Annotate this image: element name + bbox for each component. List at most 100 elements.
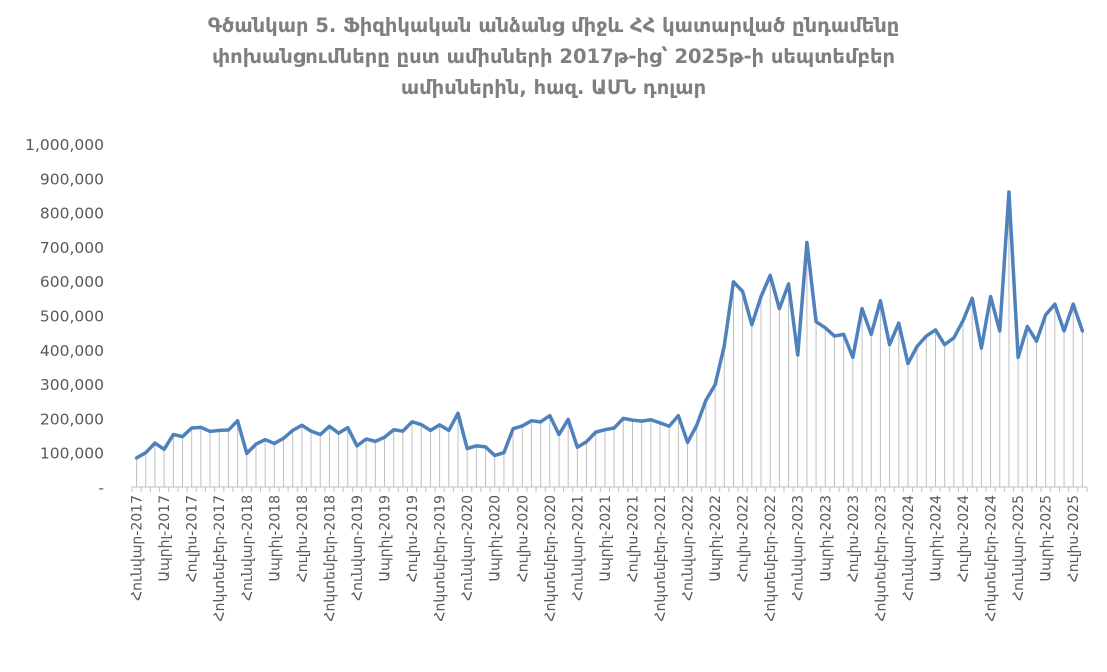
y-tick-label: 100,000 bbox=[40, 445, 104, 463]
data-point bbox=[245, 451, 249, 455]
data-point bbox=[383, 435, 387, 439]
data-point bbox=[933, 328, 937, 332]
x-tick-label: Հունվար-2019 bbox=[350, 495, 366, 601]
data-point bbox=[713, 383, 717, 387]
y-tick-label: 500,000 bbox=[40, 308, 104, 326]
x-tick-label: Հուլիս-2019 bbox=[405, 495, 421, 582]
data-point bbox=[832, 334, 836, 338]
data-point bbox=[979, 346, 983, 350]
data-point bbox=[842, 332, 846, 336]
data-point bbox=[897, 321, 901, 325]
x-tick-label: Հունվար-2018 bbox=[240, 495, 256, 601]
x-tick-label: Հոկտեմբեր-2020 bbox=[543, 495, 559, 621]
x-tick-label: Հունվար-2021 bbox=[570, 495, 586, 601]
x-tick-label: Հուլիս-2018 bbox=[295, 495, 311, 582]
x-tick-label: Հոկտեմբեր-2022 bbox=[763, 495, 779, 621]
data-point bbox=[428, 428, 432, 432]
data-point bbox=[502, 451, 506, 455]
data-point bbox=[777, 307, 781, 311]
data-point bbox=[731, 280, 735, 284]
y-tick-label: 900,000 bbox=[40, 170, 104, 188]
data-point bbox=[190, 426, 194, 430]
data-point bbox=[337, 431, 341, 435]
x-tick-label: Հունվար-2020 bbox=[460, 495, 476, 601]
data-point bbox=[1053, 302, 1057, 306]
data-point bbox=[465, 447, 469, 451]
data-point bbox=[1062, 329, 1066, 333]
data-point bbox=[364, 437, 368, 441]
data-point bbox=[630, 418, 634, 422]
data-point bbox=[144, 451, 148, 455]
data-point bbox=[263, 438, 267, 442]
data-point bbox=[998, 329, 1002, 333]
y-tick-label: 300,000 bbox=[40, 376, 104, 394]
data-point bbox=[640, 419, 644, 423]
data-point bbox=[162, 447, 166, 451]
data-point bbox=[135, 456, 139, 460]
data-point bbox=[171, 433, 175, 437]
x-tick-label: Ապրիլ-2023 bbox=[818, 495, 834, 582]
x-tick-label: Հոկտեմբեր-2024 bbox=[984, 495, 1000, 622]
x-tick-label: Հունվար-2017 bbox=[130, 495, 146, 601]
data-point bbox=[318, 433, 322, 437]
x-tick-label: Հունվար-2022 bbox=[681, 495, 697, 601]
data-point bbox=[970, 296, 974, 300]
y-tick-label: - bbox=[98, 479, 104, 497]
data-point bbox=[768, 273, 772, 277]
chart-title: Գծանկար 5. Ֆիզիկական անձանց միջև ՀՀ կատա… bbox=[0, 10, 1107, 103]
data-point bbox=[1044, 313, 1048, 317]
x-tick-label: Հուլիս-2020 bbox=[515, 495, 531, 582]
x-tick-label: Հունվար-2024 bbox=[901, 495, 917, 601]
data-point bbox=[924, 334, 928, 338]
data-point bbox=[851, 355, 855, 359]
data-point bbox=[676, 414, 680, 418]
x-tick-label: Հուլիս-2025 bbox=[1066, 495, 1082, 582]
x-tick-label: Ապրիլ-2020 bbox=[488, 495, 504, 582]
data-point bbox=[493, 453, 497, 457]
x-tick-label: Հուլիս-2021 bbox=[625, 495, 641, 582]
data-point bbox=[401, 429, 405, 433]
data-point bbox=[484, 445, 488, 449]
data-point bbox=[722, 344, 726, 348]
data-point bbox=[529, 419, 533, 423]
data-point bbox=[217, 428, 221, 432]
y-tick-label: 600,000 bbox=[40, 273, 104, 291]
data-point bbox=[943, 343, 947, 347]
x-tick-label: Հուլիս-2024 bbox=[956, 495, 972, 582]
data-point bbox=[456, 411, 460, 415]
area-fill-lines bbox=[136, 192, 1083, 487]
data-point bbox=[612, 426, 616, 430]
data-point bbox=[814, 320, 818, 324]
x-tick-label: Հունվար-2023 bbox=[791, 495, 807, 601]
series-line bbox=[134, 190, 1085, 460]
y-axis: - 100,000 200,000 300,000 400,000 500,000 600,… bbox=[25, 136, 104, 497]
data-point bbox=[741, 289, 745, 293]
data-point bbox=[153, 441, 157, 445]
chart-title-line-3: ամիսներին, հազ. ԱՄՆ դոլար bbox=[400, 76, 707, 99]
y-tick-label: 800,000 bbox=[40, 205, 104, 223]
data-point bbox=[327, 424, 331, 428]
data-point bbox=[658, 421, 662, 425]
data-point bbox=[594, 430, 598, 434]
data-point bbox=[520, 424, 524, 428]
x-tick-label: Հոկտեմբեր-2021 bbox=[653, 495, 669, 621]
data-point bbox=[621, 416, 625, 420]
data-point bbox=[796, 353, 800, 357]
data-point bbox=[226, 428, 230, 432]
chart-title-line-1: Գծանկար 5. Ֆիզիկական անձանց միջև ՀՀ կատա… bbox=[207, 14, 900, 37]
data-point bbox=[1080, 329, 1084, 333]
data-point bbox=[272, 441, 276, 445]
data-point bbox=[787, 282, 791, 286]
data-point bbox=[667, 424, 671, 428]
x-tick-label: Ապրիլ-2018 bbox=[267, 495, 283, 582]
y-tick-label: 1,000,000 bbox=[25, 136, 104, 154]
chart-title-line-2: փոխանցումները ըստ ամիսների 2017թ-ից՝ 202… bbox=[211, 45, 896, 68]
x-tick-label: Ապրիլ-2017 bbox=[157, 495, 173, 582]
x-tick-label: Հոկտեմբեր-2017 bbox=[212, 495, 228, 621]
data-point bbox=[254, 442, 258, 446]
x-tick-label: Հուլիս-2023 bbox=[846, 495, 862, 582]
x-tick-label: Ապրիլ-2022 bbox=[708, 495, 724, 582]
data-point bbox=[695, 423, 699, 427]
data-point bbox=[1071, 302, 1075, 306]
